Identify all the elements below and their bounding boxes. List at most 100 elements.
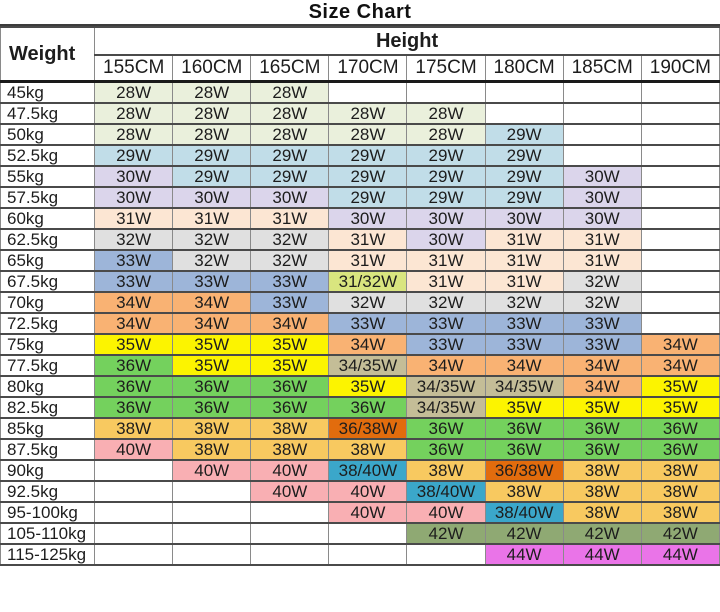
- size-cell: 28W: [328, 123, 408, 146]
- table-row: 105-110kg 42W 42W 42W 42W: [0, 522, 720, 545]
- weight-label: 95-100kg: [0, 501, 96, 524]
- size-cell: 34/35W: [406, 396, 486, 419]
- size-cell: 38W: [640, 459, 720, 482]
- size-cell: 30W: [562, 207, 642, 230]
- weight-label: 115-125kg: [0, 543, 96, 566]
- size-cell: 44W: [484, 543, 564, 566]
- size-cell: 34W: [172, 312, 252, 335]
- size-cell: 36/38W: [328, 417, 408, 440]
- weight-label: 55kg: [0, 165, 96, 188]
- size-cell: 35W: [172, 354, 252, 377]
- size-cell: 42W: [406, 522, 486, 545]
- size-cell: 42W: [640, 522, 720, 545]
- size-cell: 38W: [94, 417, 174, 440]
- size-cell: 34W: [172, 291, 252, 314]
- height-column-header: 155CM: [94, 54, 174, 83]
- size-cell: 34W: [562, 375, 642, 398]
- size-cell: 29W: [484, 144, 564, 167]
- weight-label: 62.5kg: [0, 228, 96, 251]
- size-cell: 30W: [406, 207, 486, 230]
- height-column-header: 185CM: [562, 54, 642, 83]
- size-cell: 42W: [484, 522, 564, 545]
- empty-cell: [250, 543, 330, 566]
- size-cell: 32W: [172, 228, 252, 251]
- size-cell: 38W: [172, 438, 252, 461]
- weight-label: 92.5kg: [0, 480, 96, 503]
- weight-label: 82.5kg: [0, 396, 96, 419]
- empty-cell: [640, 291, 720, 314]
- size-cell: 31/32W: [328, 270, 408, 293]
- size-cell: 29W: [484, 186, 564, 209]
- empty-cell: [94, 459, 174, 482]
- size-cell: 28W: [172, 102, 252, 125]
- size-cell: 28W: [250, 102, 330, 125]
- weight-label: 50kg: [0, 123, 96, 146]
- size-cell: 36W: [172, 396, 252, 419]
- empty-cell: [562, 102, 642, 125]
- size-cell: 33W: [250, 291, 330, 314]
- empty-cell: [640, 312, 720, 335]
- empty-cell: [250, 522, 330, 545]
- size-cell: 38W: [562, 459, 642, 482]
- size-cell: 28W: [250, 80, 330, 104]
- size-cell: 38W: [172, 417, 252, 440]
- size-cell: 40W: [250, 459, 330, 482]
- size-cell: 33W: [562, 312, 642, 335]
- table-row: 92.5kg 40W 40W 38/40W 38W 38W 38W: [0, 480, 720, 503]
- empty-cell: [172, 522, 252, 545]
- size-cell: 35W: [250, 333, 330, 356]
- size-cell: 35W: [328, 375, 408, 398]
- table-row: 115-125kg 44W 44W 44W: [0, 543, 720, 566]
- empty-cell: [640, 80, 720, 104]
- weight-label: 60kg: [0, 207, 96, 230]
- size-cell: 28W: [250, 123, 330, 146]
- table-row: 62.5kg 32W 32W 32W 31W 30W 31W 31W: [0, 228, 720, 251]
- weight-label: 90kg: [0, 459, 96, 482]
- size-cell: 29W: [328, 165, 408, 188]
- size-cell: 34W: [562, 354, 642, 377]
- table-row: 50kg 28W 28W 28W 28W 28W 29W: [0, 123, 720, 146]
- size-cell: 29W: [406, 165, 486, 188]
- table-row: 57.5kg 30W 30W 30W 29W 29W 29W 30W: [0, 186, 720, 209]
- empty-cell: [328, 522, 408, 545]
- table-row: 85kg 38W 38W 38W 36/38W 36W 36W 36W 36W: [0, 417, 720, 440]
- size-cell: 38W: [406, 459, 486, 482]
- size-cell: 29W: [484, 165, 564, 188]
- size-cell: 28W: [94, 123, 174, 146]
- size-cell: 35W: [640, 396, 720, 419]
- table-row: 72.5kg 34W 34W 34W 33W 33W 33W 33W: [0, 312, 720, 335]
- size-cell: 38W: [250, 417, 330, 440]
- table-row: 75kg 35W 35W 35W 34W 33W 33W 33W 34W: [0, 333, 720, 356]
- size-cell: 31W: [484, 249, 564, 272]
- size-cell: 34W: [484, 354, 564, 377]
- size-cell: 35W: [562, 396, 642, 419]
- size-cell: 32W: [484, 291, 564, 314]
- weight-label: 67.5kg: [0, 270, 96, 293]
- size-cell: 35W: [172, 333, 252, 356]
- size-cell: 40W: [94, 438, 174, 461]
- size-cell: 36W: [406, 438, 486, 461]
- page-title: Size Chart: [0, 0, 720, 26]
- size-cell: 32W: [562, 270, 642, 293]
- table-row: 80kg 36W 36W 36W 35W 34/35W 34/35W 34W 35W: [0, 375, 720, 398]
- empty-cell: [172, 480, 252, 503]
- size-cell: 36W: [172, 375, 252, 398]
- size-cell: 44W: [562, 543, 642, 566]
- empty-cell: [640, 228, 720, 251]
- empty-cell: [562, 123, 642, 146]
- empty-cell: [640, 270, 720, 293]
- size-cell: 30W: [250, 186, 330, 209]
- table-row: 65kg 33W 32W 32W 31W 31W 31W 31W: [0, 249, 720, 272]
- size-cell: 38W: [640, 501, 720, 524]
- size-cell: 34W: [406, 354, 486, 377]
- size-cell: 32W: [328, 291, 408, 314]
- size-cell: 40W: [172, 459, 252, 482]
- size-cell: 34/35W: [484, 375, 564, 398]
- size-cell: 30W: [172, 186, 252, 209]
- size-cell: 38/40W: [406, 480, 486, 503]
- empty-cell: [562, 144, 642, 167]
- size-cell: 34W: [328, 333, 408, 356]
- size-cell: 33W: [406, 312, 486, 335]
- weight-label: 47.5kg: [0, 102, 96, 125]
- size-cell: 29W: [250, 144, 330, 167]
